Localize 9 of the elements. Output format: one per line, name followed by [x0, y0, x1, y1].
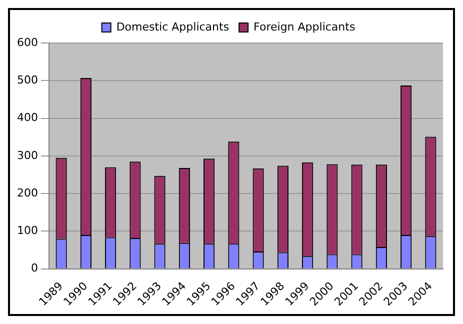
legend-label: Domestic Applicants: [116, 20, 230, 34]
y-tick-label: 400: [16, 111, 38, 124]
y-tick-label: 0: [30, 262, 38, 275]
y-tick-label: 200: [16, 186, 38, 200]
y-tick-label: 500: [16, 74, 38, 87]
y-tick-label: 300: [16, 148, 38, 162]
y-tick-label: 100: [16, 224, 38, 238]
legend-label: Foreign Applicants: [254, 20, 356, 34]
y-tick-label: 600: [16, 36, 38, 49]
